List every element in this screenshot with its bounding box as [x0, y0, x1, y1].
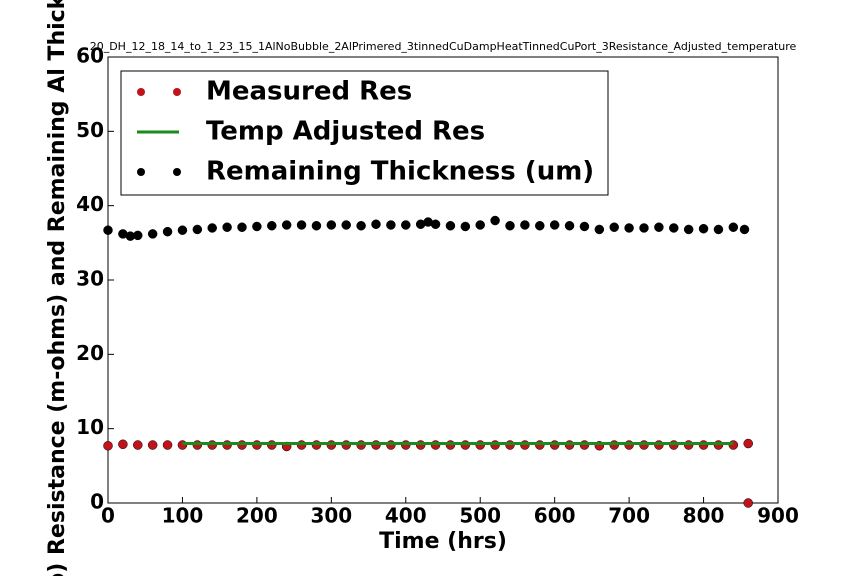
x-tick-label: 300 [310, 504, 352, 528]
data-point [535, 220, 545, 231]
x-tick-label: 200 [236, 504, 278, 528]
y-tick-label: 60 [76, 44, 104, 68]
data-point [386, 220, 396, 230]
data-point [311, 220, 322, 231]
data-point [475, 220, 485, 230]
data-point [252, 221, 262, 232]
y-tick-label: 10 [76, 415, 104, 439]
data-point [579, 221, 590, 232]
data-point [743, 498, 753, 508]
legend-swatch [137, 88, 145, 96]
data-point [520, 220, 530, 230]
legend-swatch [137, 168, 145, 176]
x-axis-label: Time (hrs) [379, 529, 507, 554]
data-point [698, 223, 709, 234]
data-point [103, 441, 113, 451]
data-point [624, 223, 634, 233]
legend-label: Temp Adjusted Res [206, 117, 485, 147]
data-point [371, 219, 381, 229]
legend-swatch [173, 168, 181, 176]
data-point [401, 220, 411, 230]
data-point [177, 225, 188, 235]
data-point [222, 222, 232, 232]
x-tick-label: 600 [534, 504, 576, 528]
x-tick-label: 100 [162, 504, 204, 528]
legend-box [120, 70, 609, 196]
data-point [639, 223, 649, 233]
y-tick-label: 0 [90, 490, 104, 514]
data-point [669, 223, 679, 233]
data-point [147, 440, 158, 450]
data-point [728, 222, 739, 232]
data-point [281, 220, 292, 230]
data-point [594, 224, 605, 235]
data-point [356, 220, 366, 231]
legend-swatch [173, 88, 181, 96]
data-point [296, 220, 307, 230]
x-tick-label: 400 [385, 504, 427, 528]
data-point [341, 220, 351, 230]
chart-title: 20_DH_12_18_14_to_1_23_15_1AlNoBubble_2A… [90, 40, 797, 53]
x-tick-label: 500 [459, 504, 501, 528]
data-point [564, 220, 575, 231]
data-point [147, 229, 158, 239]
data-point [430, 219, 441, 229]
x-tick-label: 800 [683, 504, 725, 528]
data-point [133, 230, 143, 241]
data-point [654, 222, 664, 232]
x-tick-label: 700 [608, 504, 650, 528]
data-point [713, 224, 724, 235]
x-tick-label: 900 [757, 504, 799, 528]
data-point [683, 224, 694, 235]
data-point [743, 438, 753, 449]
legend-label: Remaining Thickness (um) [206, 157, 594, 187]
data-point [207, 223, 217, 233]
data-point [237, 222, 247, 232]
data-point [192, 224, 203, 235]
data-point [505, 220, 515, 231]
legend-label: Measured Res [206, 77, 412, 107]
x-tick-label: 0 [101, 504, 115, 528]
y-tick-label: 20 [76, 341, 104, 365]
data-point [326, 220, 337, 230]
y-tick-label: 50 [76, 118, 104, 142]
data-point [118, 439, 128, 450]
y-axis-label: (Temp) Resistance (m-ohms) and Remaining… [45, 0, 70, 576]
data-point [103, 225, 113, 235]
data-point [460, 221, 471, 232]
data-point [609, 222, 619, 232]
y-tick-label: 40 [76, 192, 104, 216]
y-tick-label: 30 [76, 267, 104, 291]
data-point [162, 226, 173, 237]
data-point [445, 220, 456, 231]
data-point [133, 440, 143, 450]
data-point [267, 220, 277, 231]
data-point [162, 440, 173, 450]
data-point [549, 220, 560, 230]
data-point [739, 224, 750, 235]
data-point [490, 215, 500, 226]
